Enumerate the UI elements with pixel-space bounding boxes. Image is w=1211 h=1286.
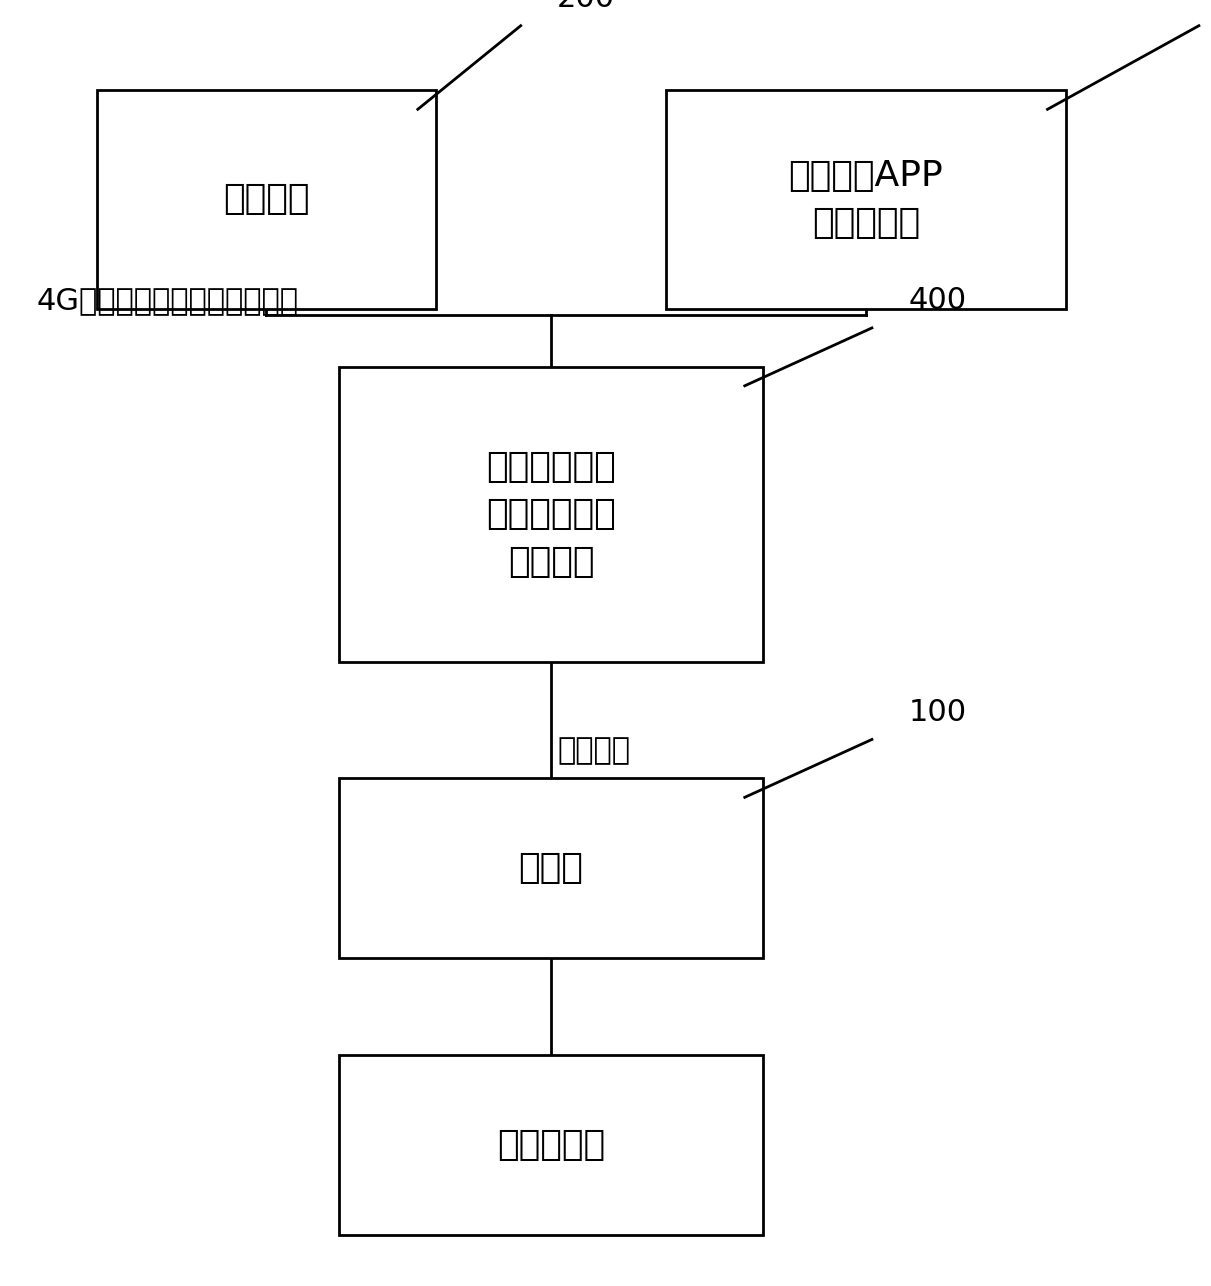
Text: 智能电能表: 智能电能表 — [497, 1128, 606, 1161]
Text: 串行接口: 串行接口 — [557, 736, 630, 765]
Text: 200: 200 — [557, 0, 615, 13]
Bar — [339, 367, 763, 662]
Text: 装有特定APP
的移动终端: 装有特定APP 的移动终端 — [788, 158, 943, 240]
Text: 100: 100 — [908, 697, 966, 727]
Text: 4G通信模块或以太网接口模块: 4G通信模块或以太网接口模块 — [36, 285, 298, 315]
Text: 400: 400 — [908, 285, 966, 315]
Bar — [97, 90, 436, 309]
Bar — [666, 90, 1066, 309]
Text: 电表与变压器
对应关系智能
判别装置: 电表与变压器 对应关系智能 判别装置 — [486, 450, 616, 579]
Bar — [339, 1055, 763, 1235]
Bar — [339, 778, 763, 958]
Text: 集中器: 集中器 — [518, 851, 584, 885]
Text: 远程主站: 远程主站 — [223, 183, 310, 216]
